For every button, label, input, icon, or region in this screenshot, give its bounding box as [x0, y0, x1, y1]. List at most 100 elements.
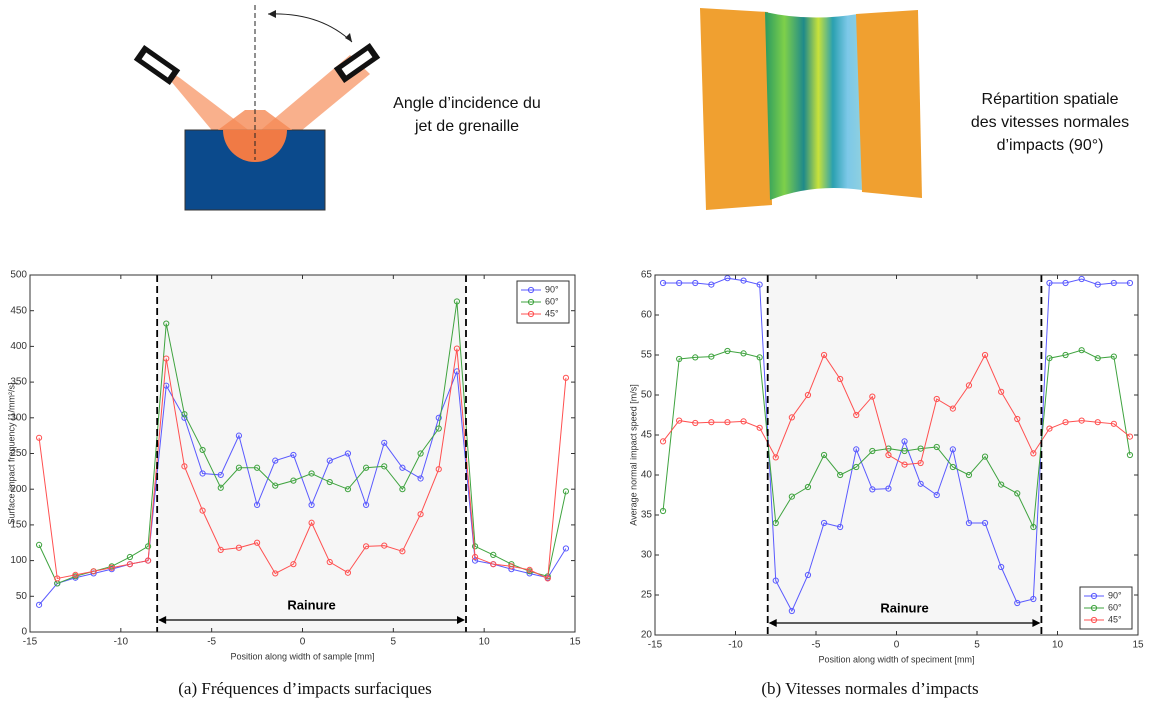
data-point: [453, 368, 461, 375]
caption: (a) Fréquences d’impacts surfaciques: [178, 679, 431, 698]
data-point: [756, 281, 763, 288]
data-point: [54, 575, 61, 582]
annotation: Rainure: [880, 600, 928, 615]
data-point: [253, 539, 261, 546]
data-point: [362, 464, 370, 471]
arrow-head: [1032, 619, 1041, 627]
data-point: [1014, 415, 1021, 423]
y-tick-label: 0: [21, 627, 27, 638]
data-point: [853, 411, 860, 419]
data-point: [1078, 347, 1085, 354]
data-point: [308, 501, 315, 509]
illustration-label: des vitesses normales: [971, 114, 1129, 131]
legend-label: 60°: [1108, 602, 1122, 612]
map-left: [700, 8, 772, 210]
data-point: [1030, 450, 1037, 457]
data-point: [471, 553, 479, 561]
illustration-label: Répartition spatiale: [982, 91, 1119, 108]
data-point: [1030, 595, 1037, 603]
data-point: [1046, 279, 1053, 287]
y-axis-label: Surface impact frequency [1/mm²/s]: [6, 382, 16, 524]
x-tick-label: -5: [812, 640, 821, 651]
data-point: [1094, 419, 1101, 426]
angle-arrow: [267, 13, 353, 43]
y-tick-label: 200: [10, 484, 27, 495]
data-point: [290, 477, 297, 484]
data-point: [35, 601, 43, 608]
y-tick-label: 50: [641, 390, 653, 401]
data-point: [290, 561, 297, 568]
data-point: [676, 355, 683, 363]
data-point: [1126, 433, 1134, 440]
x-tick-label: 15: [1132, 640, 1144, 651]
legend-marker: [527, 310, 535, 318]
data-point: [724, 419, 731, 426]
data-point: [659, 507, 667, 515]
data-point: [490, 561, 497, 568]
data-point: [1110, 353, 1117, 360]
x-axis-label: Position along width of sample [mm]: [230, 651, 374, 661]
data-point: [417, 475, 424, 482]
y-tick-label: 350: [10, 377, 27, 388]
axes-frame: [29, 274, 576, 633]
data-point: [885, 485, 892, 492]
data-point: [659, 279, 667, 287]
data-point: [253, 501, 261, 509]
data-point: [804, 571, 812, 579]
data-point: [344, 450, 352, 457]
illustration-label: jet de grenaille: [414, 118, 519, 135]
data-point: [72, 571, 79, 578]
data-point: [490, 551, 497, 558]
y-tick-label: 450: [10, 305, 27, 316]
data-point: [435, 425, 442, 432]
data-point: [659, 438, 667, 445]
y-tick-label: 40: [641, 470, 653, 481]
data-point: [1014, 490, 1021, 497]
x-tick-label: 5: [974, 640, 980, 651]
data-point: [308, 519, 315, 526]
data-point: [740, 277, 747, 284]
data-point: [1078, 417, 1085, 424]
data-point: [399, 486, 406, 493]
data-point: [272, 570, 279, 577]
data-point: [199, 507, 206, 514]
caption: (b) Vitesses normales d’impacts: [761, 679, 978, 698]
y-tick-label: 300: [10, 412, 27, 423]
data-point: [981, 519, 989, 527]
data-point: [1030, 523, 1037, 531]
legend-label: 45°: [1108, 614, 1122, 624]
data-point: [344, 486, 352, 493]
data-point: [253, 464, 261, 471]
data-point: [949, 405, 956, 412]
data-point: [326, 457, 333, 464]
data-point: [290, 451, 297, 459]
y-tick-label: 50: [16, 591, 28, 602]
x-tick-label: 0: [894, 640, 900, 651]
data-point: [217, 471, 224, 479]
data-point: [869, 486, 876, 493]
data-point: [417, 511, 424, 518]
data-point: [949, 446, 956, 453]
x-tick-label: -10: [728, 640, 743, 651]
data-point: [235, 544, 243, 551]
data-point: [126, 553, 134, 561]
data-point: [837, 375, 844, 383]
data-point: [1046, 355, 1053, 362]
data-point: [1126, 451, 1134, 459]
legend-marker: [527, 298, 535, 306]
x-tick-label: 0: [300, 637, 306, 648]
groove-region: [767, 275, 1042, 635]
x-tick-label: 5: [391, 637, 397, 648]
x-tick-label: -15: [648, 640, 663, 651]
data-point: [235, 432, 243, 439]
data-point: [676, 417, 683, 424]
data-point: [820, 451, 828, 459]
data-point: [740, 418, 747, 425]
data-point: [381, 439, 388, 446]
data-point: [917, 445, 924, 452]
data-point: [1110, 279, 1117, 287]
data-point: [362, 501, 370, 509]
data-point: [1062, 419, 1069, 426]
arrow-head: [268, 10, 276, 18]
data-point: [453, 298, 461, 305]
